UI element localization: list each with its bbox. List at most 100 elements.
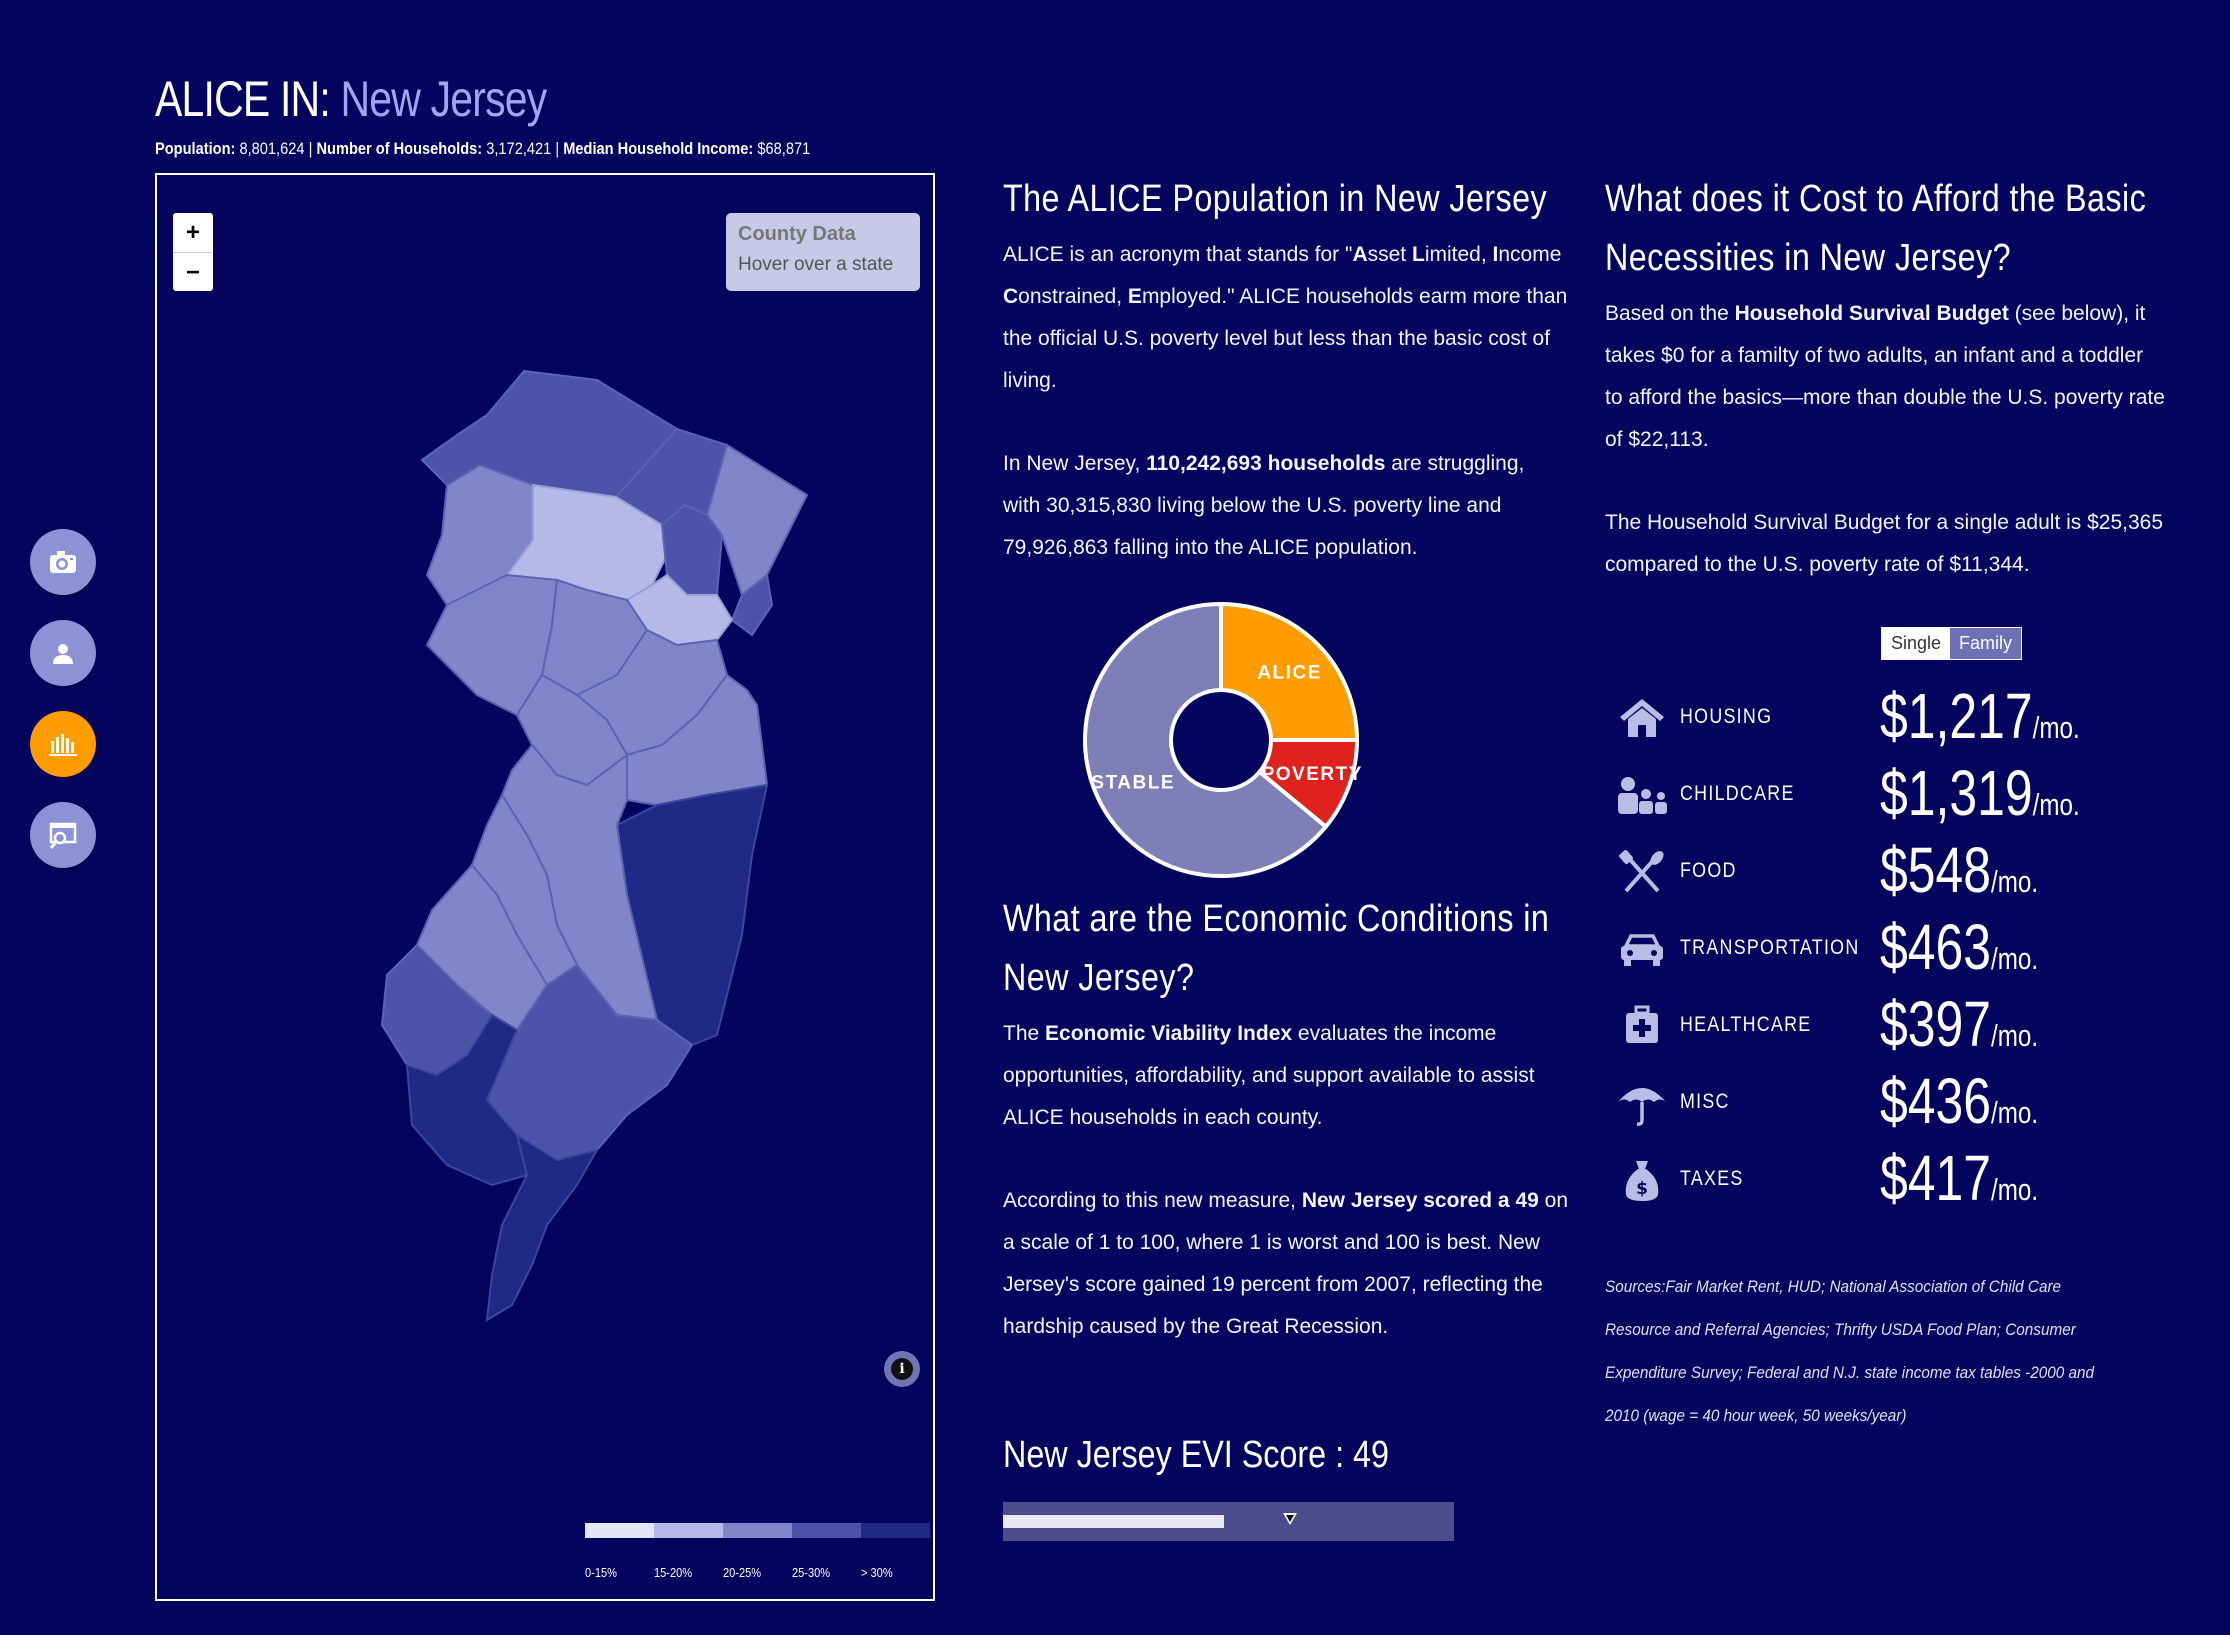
svg-text:$: $ bbox=[1636, 1179, 1648, 1199]
money-bag-icon: $ bbox=[1625, 1161, 1659, 1201]
cost-row-childcare: CHILDCARE $1,319/mo. bbox=[1612, 756, 2132, 829]
legend-label: > 30% bbox=[861, 1565, 893, 1580]
legend-swatch bbox=[654, 1523, 723, 1538]
map-legend bbox=[585, 1523, 930, 1538]
econ-heading-line1: What are the Economic Conditions in bbox=[1003, 898, 1550, 940]
umbrella-icon bbox=[1618, 1088, 1666, 1126]
nav-chart-button[interactable] bbox=[30, 711, 96, 777]
county-map-panel[interactable]: + − County Data Hover over a state i 0-1… bbox=[155, 173, 935, 1601]
evi-score-fill bbox=[1003, 1515, 1224, 1528]
family-icon bbox=[1618, 777, 1667, 814]
title-prefix: ALICE IN: bbox=[155, 71, 331, 127]
donut-slice-alice[interactable] bbox=[1219, 601, 1360, 742]
legend-swatch bbox=[585, 1523, 654, 1538]
nav-search-button[interactable] bbox=[30, 802, 96, 868]
county-info-box: County Data Hover over a state bbox=[726, 213, 920, 291]
house-icon bbox=[1620, 699, 1664, 737]
county-map[interactable] bbox=[157, 175, 933, 1599]
population-value: 8,801,624 bbox=[239, 139, 305, 158]
car-icon bbox=[1621, 934, 1663, 966]
income-label: Median Household Income: bbox=[563, 139, 754, 158]
county-hudson[interactable] bbox=[730, 573, 774, 637]
county-cumberland[interactable] bbox=[405, 1013, 529, 1187]
cost-heading-line2: Necessities in New Jersey? bbox=[1605, 237, 2011, 279]
nav-camera-button[interactable] bbox=[30, 529, 96, 595]
econ-paragraph-2: According to this new measure, New Jerse… bbox=[1003, 1189, 1569, 1338]
cost-label: HOUSING bbox=[1680, 705, 1773, 728]
sources-note: Sources:Fair Market Rent, HUD; National … bbox=[1605, 1277, 2095, 1425]
cost-paragraph-1: Based on the Household Survival Budget (… bbox=[1605, 302, 2165, 451]
cost-row-misc: MISC $436/mo. bbox=[1612, 1064, 2132, 1137]
county-bergen[interactable] bbox=[705, 443, 809, 597]
legend-swatch bbox=[723, 1523, 792, 1538]
legend-label: 0-15% bbox=[585, 1565, 617, 1580]
zoom-control: + − bbox=[173, 213, 213, 291]
separator: | bbox=[555, 139, 560, 158]
econ-heading-line2: New Jersey? bbox=[1003, 957, 1195, 999]
nav-person-button[interactable] bbox=[30, 620, 96, 686]
donut-label-stable: STABLE bbox=[1091, 772, 1175, 793]
cost-amount: $436/mo. bbox=[1880, 1065, 2039, 1137]
cost-label: CHILDCARE bbox=[1680, 782, 1795, 805]
cost-heading-line1: What does it Cost to Afford the Basic bbox=[1605, 178, 2147, 220]
zoom-out-button[interactable]: − bbox=[185, 258, 200, 286]
cost-label: TAXES bbox=[1680, 1167, 1744, 1190]
person-icon bbox=[53, 644, 73, 664]
cost-label: FOOD bbox=[1680, 859, 1737, 882]
info-icon: i bbox=[891, 1358, 913, 1380]
population-label: Population: bbox=[155, 139, 236, 158]
legend-label: 20-25% bbox=[723, 1565, 762, 1580]
page-title: ALICE IN: New Jersey bbox=[155, 70, 547, 128]
cost-amount: $1,319/mo. bbox=[1880, 757, 2080, 829]
cost-row-transportation: TRANSPORTATION $463/mo. bbox=[1612, 910, 2132, 983]
alice-paragraph-2: In New Jersey, 110,242,693 households ar… bbox=[1003, 452, 1525, 559]
cost-row-healthcare: HEALTHCARE $397/mo. bbox=[1612, 987, 2132, 1060]
info-button[interactable]: i bbox=[884, 1351, 920, 1387]
cost-row-food: FOOD $548/mo. bbox=[1612, 833, 2132, 906]
alice-paragraph-1: ALICE is an acronym that stands for "Ass… bbox=[1003, 243, 1568, 392]
households-label: Number of Households: bbox=[316, 139, 483, 158]
cost-label: MISC bbox=[1680, 1090, 1730, 1113]
cost-row-taxes: $ TAXES $417/mo. bbox=[1612, 1141, 2132, 1214]
cost-row-housing: HOUSING $1,217/mo. bbox=[1612, 679, 2132, 752]
donut-slice-stable[interactable] bbox=[1083, 601, 1329, 878]
evi-title: New Jersey EVI Score : 49 bbox=[1003, 1434, 1389, 1476]
alice-heading: The ALICE Population in New Jersey bbox=[1003, 178, 1548, 220]
cost-amount: $463/mo. bbox=[1880, 911, 2039, 983]
cost-amount: $1,217/mo. bbox=[1880, 680, 2080, 752]
legend-labels: 0-15% 15-20% 20-25% 25-30% > 30% bbox=[585, 1565, 930, 1580]
cost-amount: $548/mo. bbox=[1880, 834, 2039, 906]
bar-chart-icon bbox=[49, 734, 77, 756]
title-state: New Jersey bbox=[340, 71, 547, 127]
legend-swatch bbox=[861, 1523, 930, 1538]
separator: | bbox=[308, 139, 313, 158]
cost-amount: $417/mo. bbox=[1880, 1142, 2039, 1214]
household-type-toggle[interactable]: Single Family bbox=[1881, 627, 2023, 660]
cost-heading: What does it Cost to Afford the Basic Ne… bbox=[1605, 170, 2146, 288]
donut-label-alice: ALICE bbox=[1257, 662, 1322, 683]
state-stats: Population: 8,801,624 | Number of Househ… bbox=[155, 139, 810, 159]
income-value: $68,871 bbox=[757, 139, 811, 158]
medkit-icon bbox=[1626, 1005, 1658, 1043]
utensils-icon bbox=[1619, 850, 1664, 893]
households-value: 3,172,421 bbox=[486, 139, 552, 158]
cost-label: HEALTHCARE bbox=[1680, 1013, 1812, 1036]
map-search-icon bbox=[49, 822, 77, 849]
toggle-family-button[interactable]: Family bbox=[1950, 628, 2022, 659]
info-box-title: County Data bbox=[738, 223, 856, 245]
evi-score-bar bbox=[1003, 1502, 1454, 1541]
donut-label-poverty: POVERTY bbox=[1262, 764, 1363, 785]
evi-score-marker bbox=[1283, 1513, 1297, 1525]
cost-label: TRANSPORTATION bbox=[1680, 936, 1860, 959]
zoom-in-button[interactable]: + bbox=[173, 213, 213, 253]
alice-donut-chart[interactable]: ALICE POVERTY STABLE bbox=[1079, 598, 1363, 882]
econ-heading: What are the Economic Conditions in New … bbox=[1003, 890, 1549, 1008]
cost-amount: $397/mo. bbox=[1880, 988, 2039, 1060]
legend-label: 25-30% bbox=[792, 1565, 831, 1580]
county-cape-may[interactable] bbox=[485, 1132, 600, 1322]
cost-paragraph-2: The Household Survival Budget for a sing… bbox=[1605, 511, 2164, 576]
camera-icon bbox=[50, 551, 76, 573]
toggle-single-button[interactable]: Single bbox=[1882, 628, 1951, 659]
info-box-subtitle: Hover over a state bbox=[738, 254, 894, 275]
legend-swatch bbox=[792, 1523, 861, 1538]
